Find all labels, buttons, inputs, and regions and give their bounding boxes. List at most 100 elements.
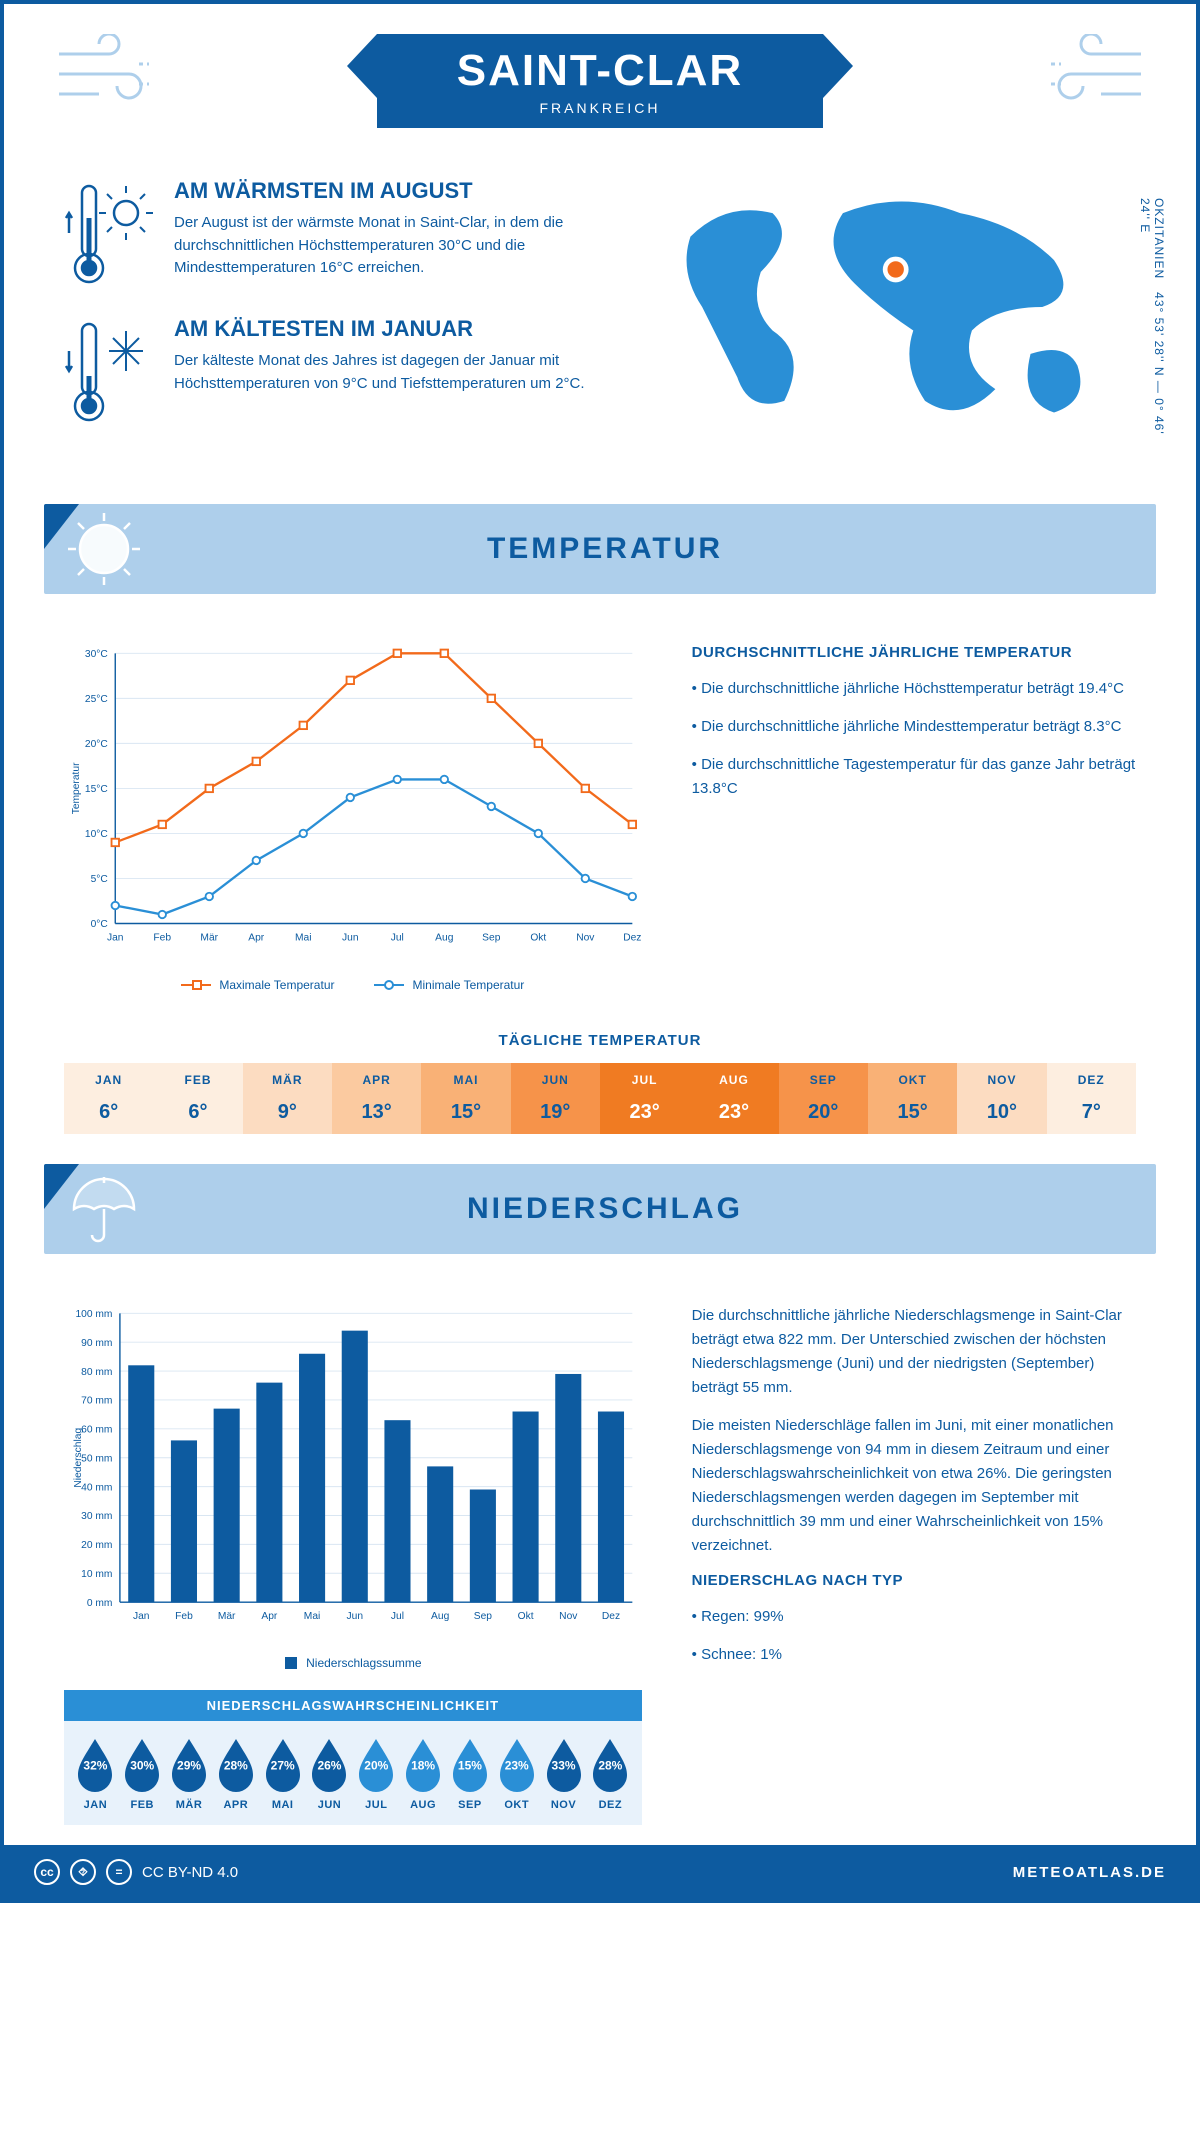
svg-text:20°C: 20°C <box>85 739 108 750</box>
raindrop-icon: 33% <box>541 1735 587 1793</box>
svg-text:50 mm: 50 mm <box>81 1453 112 1464</box>
precip-p1: Die durchschnittliche jährliche Niedersc… <box>692 1304 1136 1400</box>
svg-text:40 mm: 40 mm <box>81 1482 112 1493</box>
raindrop-icon: 27% <box>260 1735 306 1793</box>
nd-icon: = <box>106 1859 132 1885</box>
coords-region: OKZITANIEN <box>1152 198 1166 279</box>
svg-text:10°C: 10°C <box>85 829 108 840</box>
temp-summary: DURCHSCHNITTLICHE JÄHRLICHE TEMPERATUR •… <box>692 644 1136 992</box>
temp-summary-p3: • Die durchschnittliche Tagestemperatur … <box>692 753 1136 801</box>
precip-b1: • Regen: 99% <box>692 1605 1136 1629</box>
warmest-title: AM WÄRMSTEN IM AUGUST <box>174 178 627 204</box>
daily-temp-table: JAN6° FEB6° MÄR9° APR13° MAI15° JUN19° J… <box>64 1063 1136 1134</box>
temp-cell: JAN6° <box>64 1063 153 1134</box>
city-title: SAINT-CLAR <box>457 46 743 96</box>
svg-text:25°C: 25°C <box>85 694 108 705</box>
svg-text:Apr: Apr <box>261 1611 278 1622</box>
precip-p2: Die meisten Niederschläge fallen im Juni… <box>692 1414 1136 1558</box>
temp-cell: DEZ7° <box>1047 1063 1136 1134</box>
license-text: CC BY-ND 4.0 <box>142 1864 238 1881</box>
country-subtitle: FRANKREICH <box>457 100 743 116</box>
precip-chart-row: 0 mm10 mm20 mm30 mm40 mm50 mm60 mm70 mm8… <box>4 1254 1196 1845</box>
footer: cc ⯑ = CC BY-ND 4.0 METEOATLAS.DE <box>4 1845 1196 1899</box>
svg-text:Jul: Jul <box>391 932 404 943</box>
coordinates: OKZITANIEN 43° 53' 28'' N — 0° 46' 24'' … <box>1138 198 1166 454</box>
svg-text:0 mm: 0 mm <box>87 1598 113 1609</box>
temp-cell: SEP20° <box>779 1063 868 1134</box>
by-icon: ⯑ <box>70 1859 96 1885</box>
prob-cell: 18% AUG <box>400 1735 447 1811</box>
prob-cell: 15% SEP <box>447 1735 494 1811</box>
svg-text:Jan: Jan <box>107 932 124 943</box>
map-column: OKZITANIEN 43° 53' 28'' N — 0° 46' 24'' … <box>667 178 1136 454</box>
raindrop-icon: 30% <box>119 1735 165 1793</box>
precip-chart: 0 mm10 mm20 mm30 mm40 mm50 mm60 mm70 mm8… <box>64 1304 642 1825</box>
raindrop-icon: 32% <box>72 1735 118 1793</box>
svg-text:Jun: Jun <box>342 932 359 943</box>
prob-cell: 29% MÄR <box>166 1735 213 1811</box>
cc-icon: cc <box>34 1859 60 1885</box>
precip-section-title: NIEDERSCHLAG <box>174 1192 1156 1226</box>
svg-text:Okt: Okt <box>530 932 546 943</box>
prob-cell: 28% APR <box>212 1735 259 1811</box>
svg-text:Mai: Mai <box>295 932 312 943</box>
svg-text:Niederschlag: Niederschlag <box>73 1427 84 1487</box>
svg-text:Dez: Dez <box>602 1611 620 1622</box>
coldest-text: Der kälteste Monat des Jahres ist dagege… <box>174 350 627 395</box>
prob-cell: 26% JUN <box>306 1735 353 1811</box>
prob-cell: 30% FEB <box>119 1735 166 1811</box>
svg-text:Jan: Jan <box>133 1611 150 1622</box>
thermometer-cold-icon <box>64 316 154 426</box>
svg-text:Mär: Mär <box>200 932 218 943</box>
svg-text:Feb: Feb <box>153 932 171 943</box>
raindrop-icon: 26% <box>306 1735 352 1793</box>
svg-text:Mär: Mär <box>218 1611 236 1622</box>
svg-text:60 mm: 60 mm <box>81 1424 112 1435</box>
sun-icon <box>64 509 144 589</box>
temp-section-title: TEMPERATUR <box>174 532 1156 566</box>
title-banner: SAINT-CLAR FRANKREICH <box>377 34 823 128</box>
raindrop-icon: 15% <box>447 1735 493 1793</box>
temp-summary-title: DURCHSCHNITTLICHE JÄHRLICHE TEMPERATUR <box>692 644 1136 661</box>
svg-text:80 mm: 80 mm <box>81 1367 112 1378</box>
svg-text:Jul: Jul <box>391 1611 404 1622</box>
svg-text:Temperatur: Temperatur <box>71 762 82 814</box>
raindrop-icon: 20% <box>353 1735 399 1793</box>
legend-precip: Niederschlagssumme <box>306 1656 421 1670</box>
precip-b2: • Schnee: 1% <box>692 1643 1136 1667</box>
svg-text:30 mm: 30 mm <box>81 1511 112 1522</box>
prob-row: 32% JAN 30% FEB 29% MÄR 28% APR 27% MAI <box>64 1721 642 1825</box>
coldest-block: AM KÄLTESTEN IM JANUAR Der kälteste Mona… <box>64 316 627 426</box>
prob-section: NIEDERSCHLAGSWAHRSCHEINLICHKEIT 32% JAN … <box>64 1690 642 1825</box>
coldest-title: AM KÄLTESTEN IM JANUAR <box>174 316 627 342</box>
svg-text:Aug: Aug <box>435 932 454 943</box>
raindrop-icon: 18% <box>400 1735 446 1793</box>
temp-cell: AUG23° <box>689 1063 778 1134</box>
world-map-icon <box>667 178 1136 436</box>
svg-text:10 mm: 10 mm <box>81 1569 112 1580</box>
wind-icon <box>54 34 164 114</box>
raindrop-icon: 28% <box>213 1735 259 1793</box>
raindrop-icon: 29% <box>166 1735 212 1793</box>
temp-cell: FEB6° <box>153 1063 242 1134</box>
temp-cell: MAI15° <box>421 1063 510 1134</box>
svg-text:15°C: 15°C <box>85 784 108 795</box>
svg-text:Jun: Jun <box>347 1611 364 1622</box>
prob-cell: 33% NOV <box>540 1735 587 1811</box>
svg-text:Nov: Nov <box>559 1611 578 1622</box>
raindrop-icon: 23% <box>494 1735 540 1793</box>
temp-cell: OKT15° <box>868 1063 957 1134</box>
header: SAINT-CLAR FRANKREICH <box>4 4 1196 148</box>
svg-text:Nov: Nov <box>576 932 595 943</box>
temp-cell: JUL23° <box>600 1063 689 1134</box>
prob-cell: 27% MAI <box>259 1735 306 1811</box>
footer-brand: METEOATLAS.DE <box>1013 1864 1166 1881</box>
temp-summary-p2: • Die durchschnittliche jährliche Mindes… <box>692 715 1136 739</box>
svg-text:100 mm: 100 mm <box>75 1309 112 1320</box>
temp-chart: 0°C5°C10°C15°C20°C25°C30°CJanFebMärAprMa… <box>64 644 642 992</box>
temp-cell: APR13° <box>332 1063 421 1134</box>
svg-text:20 mm: 20 mm <box>81 1540 112 1551</box>
svg-text:Sep: Sep <box>474 1611 493 1622</box>
raindrop-icon: 28% <box>587 1735 633 1793</box>
prob-cell: 28% DEZ <box>587 1735 634 1811</box>
